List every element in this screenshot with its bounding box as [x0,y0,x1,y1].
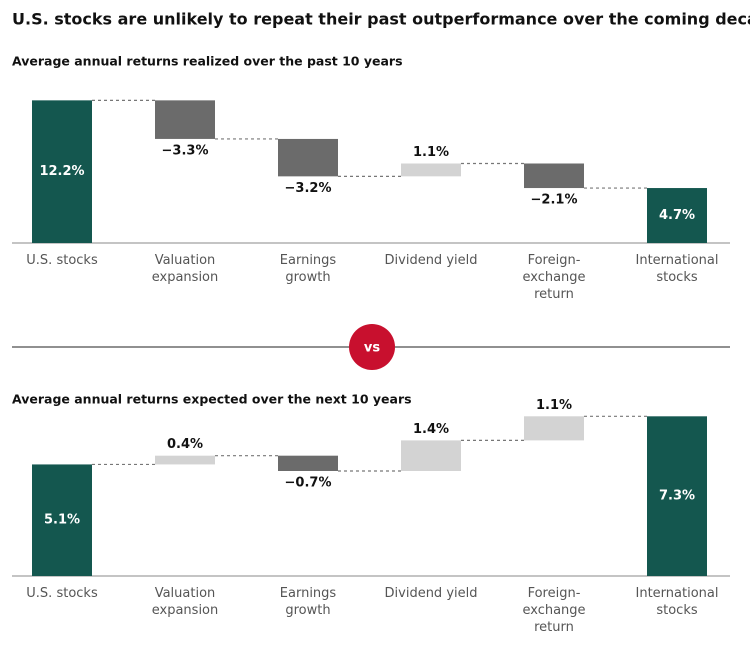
x-tick-label: Valuation expansion [151,586,219,618]
x-tick-label: U.S. stocks [26,253,98,268]
value-label: −3.3% [162,143,209,158]
vs-label: vs [364,341,380,356]
x-tick-label: International stocks [635,586,719,618]
bar [155,100,215,139]
chart-subtitle: Average annual returns realized over the… [12,54,403,69]
bar [278,138,338,177]
value-label: 0.4% [167,437,203,452]
value-label: −3.2% [285,181,332,196]
vs-badge [349,324,395,370]
x-tick-label: Foreign-exchange return [522,586,586,635]
bar [401,163,461,177]
main-title: U.S. stocks are unlikely to repeat their… [12,10,750,29]
value-label: −0.7% [285,476,332,491]
value-label: 12.2% [39,164,84,179]
bar [524,163,584,189]
value-label: 5.1% [44,513,80,528]
chart-subtitle: Average annual returns expected over the… [12,392,412,407]
bar [32,464,92,576]
value-label: −2.1% [531,193,578,208]
x-tick-label: Valuation expansion [151,253,219,285]
bar [647,416,707,576]
bar [32,100,92,243]
x-tick-label: Foreign-exchange return [522,253,586,302]
x-tick-label: Earnings growth [279,253,337,285]
value-label: 1.1% [413,145,449,160]
value-label: 1.4% [413,422,449,437]
x-tick-label: Dividend yield [384,586,478,601]
x-tick-label: U.S. stocks [26,586,98,601]
x-tick-label: Earnings growth [279,586,337,618]
x-tick-label: International stocks [635,253,719,285]
bar [155,455,215,465]
bar [278,455,338,471]
bar [524,416,584,441]
bar [401,440,461,471]
value-label: 1.1% [536,398,572,413]
value-label: 4.7% [659,208,695,223]
bar [647,188,707,243]
value-label: 7.3% [659,489,695,504]
x-tick-label: Dividend yield [384,253,478,268]
